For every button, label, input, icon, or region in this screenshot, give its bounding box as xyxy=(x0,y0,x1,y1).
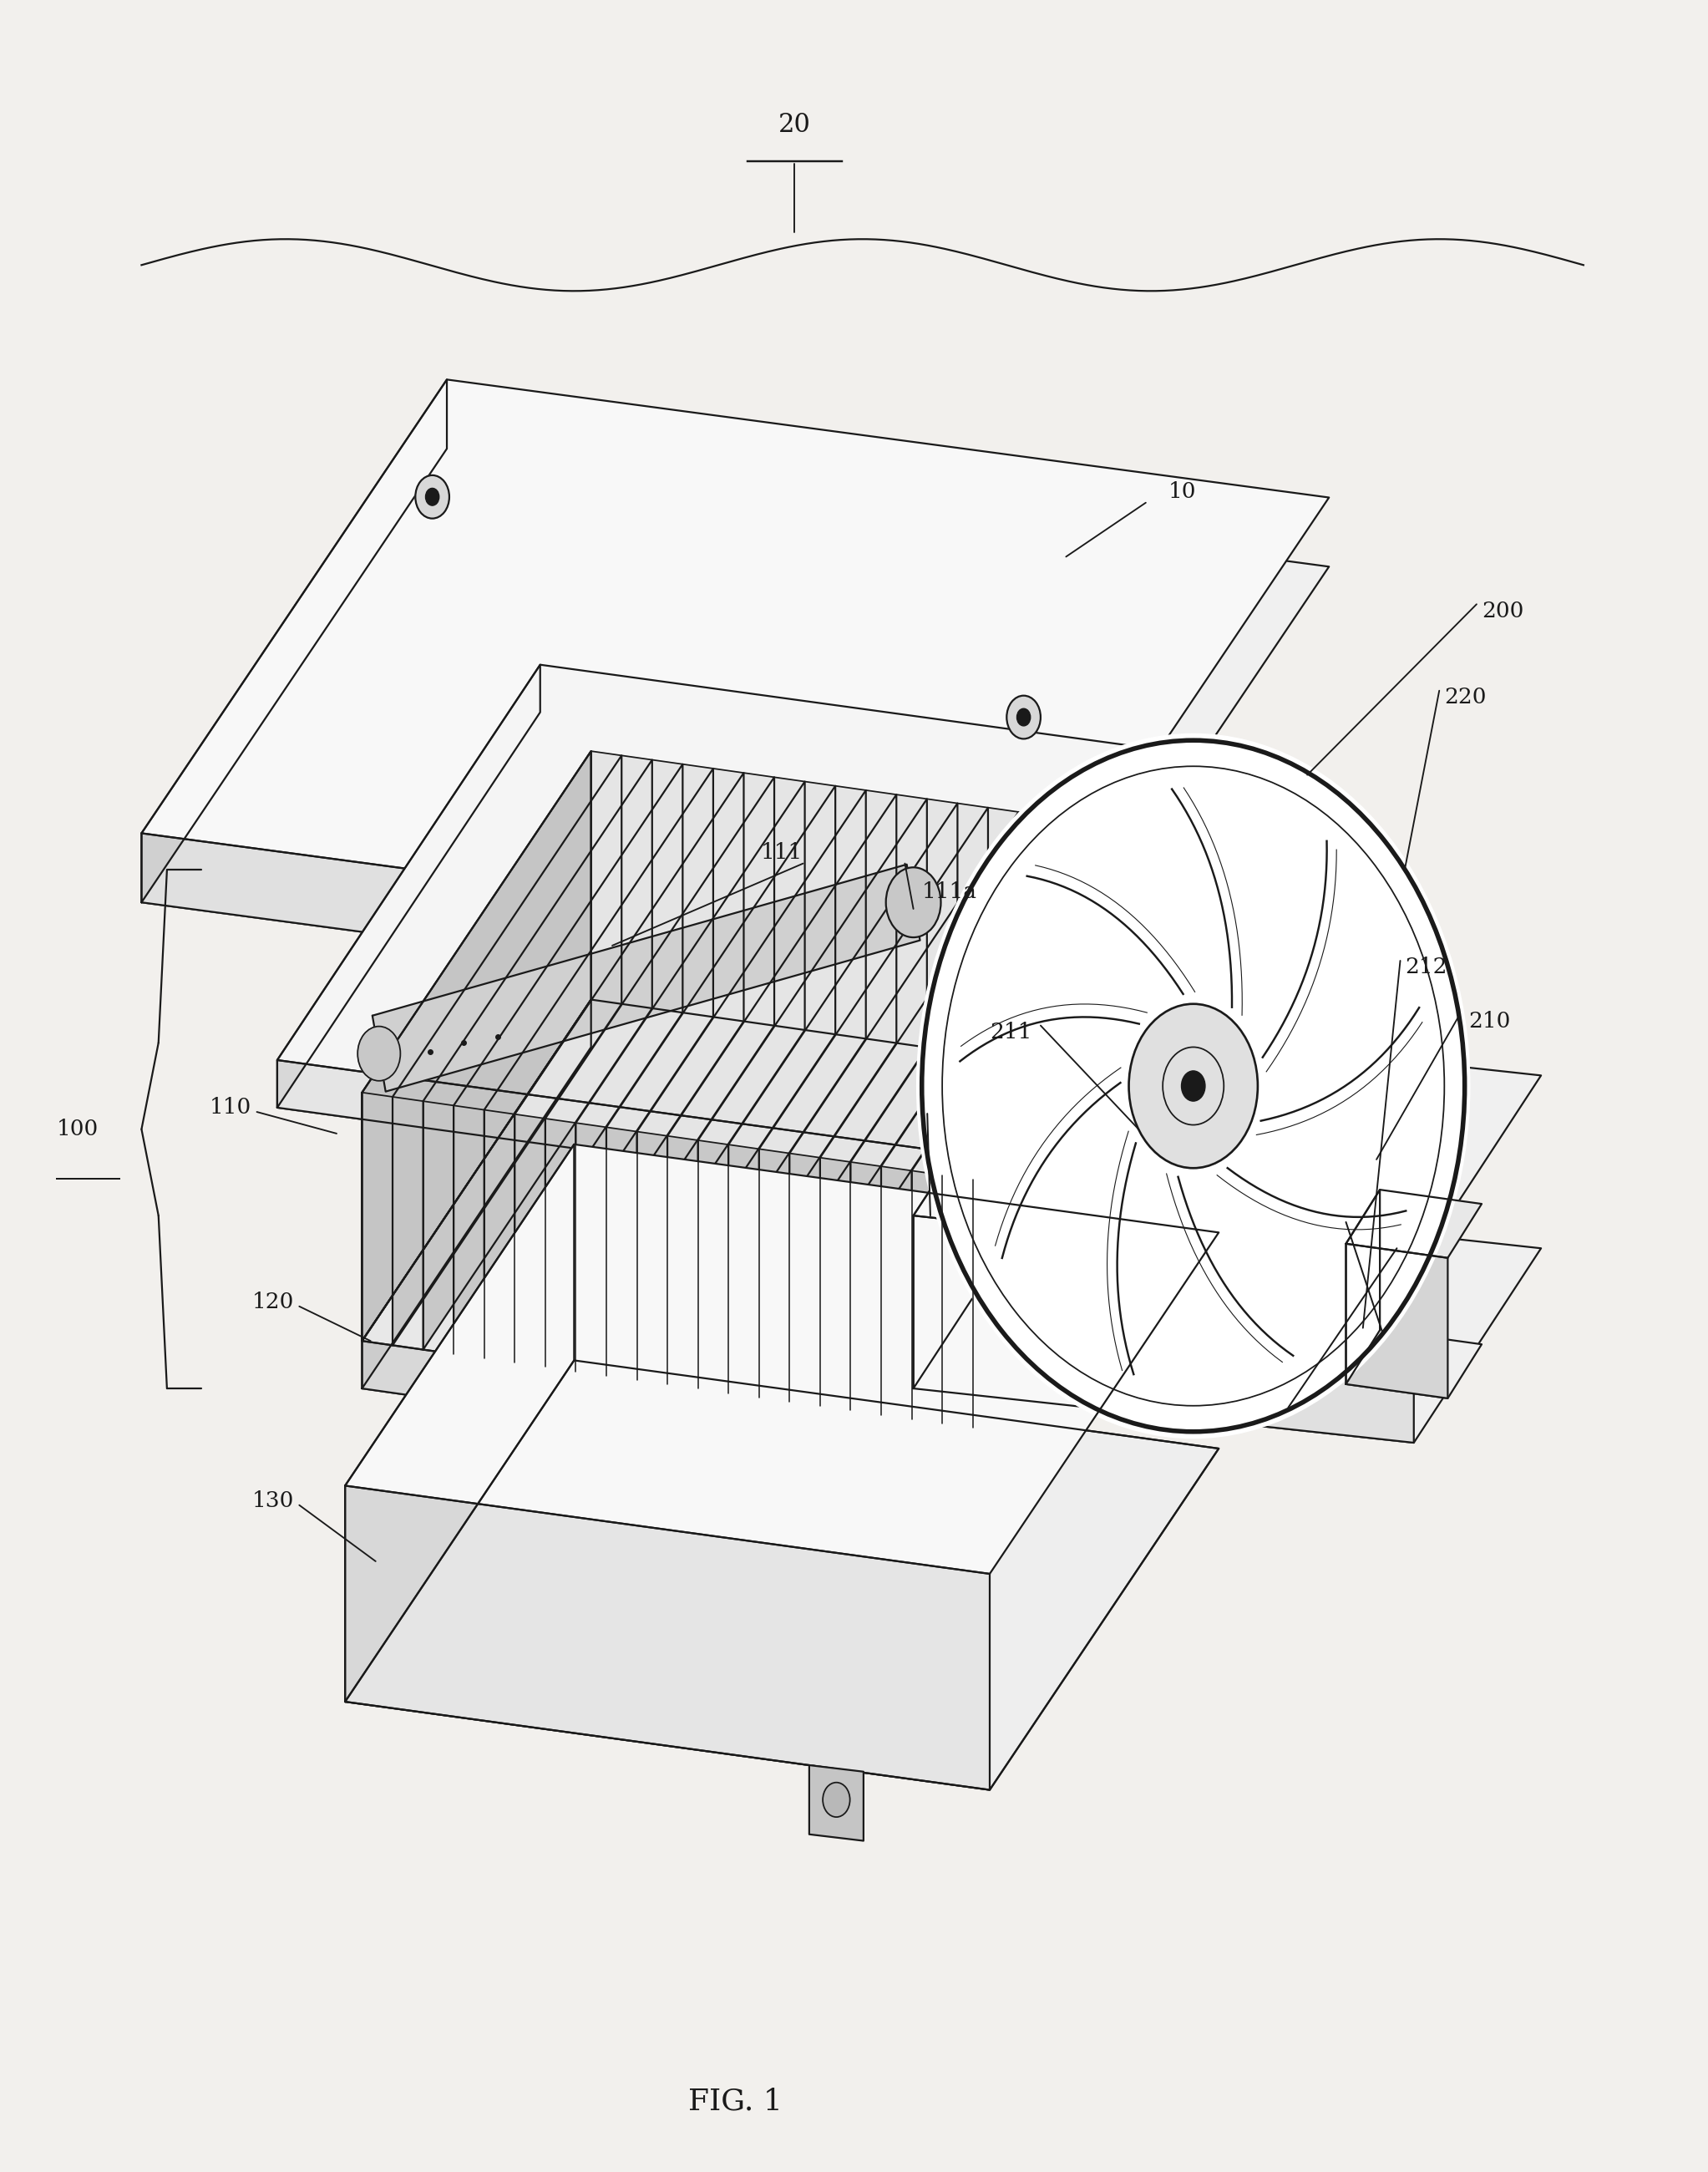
Polygon shape xyxy=(345,1145,574,1701)
Polygon shape xyxy=(277,665,540,1108)
Circle shape xyxy=(357,1027,400,1082)
Polygon shape xyxy=(393,756,622,1344)
Polygon shape xyxy=(668,795,897,1384)
Polygon shape xyxy=(277,1060,1023,1210)
Polygon shape xyxy=(362,1047,1202,1475)
Text: 20: 20 xyxy=(779,111,811,137)
Polygon shape xyxy=(545,778,774,1366)
Polygon shape xyxy=(1346,1329,1481,1399)
Polygon shape xyxy=(729,804,958,1392)
Text: 120: 120 xyxy=(251,1292,294,1312)
Circle shape xyxy=(415,476,449,519)
Polygon shape xyxy=(789,812,1018,1401)
Polygon shape xyxy=(914,1195,1541,1442)
Polygon shape xyxy=(345,1145,1220,1575)
Polygon shape xyxy=(362,752,591,1340)
Polygon shape xyxy=(912,830,1141,1418)
Polygon shape xyxy=(881,825,1110,1414)
Text: FIG. 1: FIG. 1 xyxy=(688,2087,782,2116)
Polygon shape xyxy=(943,834,1172,1423)
Circle shape xyxy=(1006,695,1040,738)
Circle shape xyxy=(886,867,941,938)
Text: 110: 110 xyxy=(210,1097,251,1119)
Text: 10: 10 xyxy=(1168,482,1196,502)
Polygon shape xyxy=(277,665,1286,1162)
Circle shape xyxy=(917,734,1471,1438)
Text: 111: 111 xyxy=(760,843,803,862)
Text: 111a: 111a xyxy=(922,882,977,901)
Polygon shape xyxy=(483,769,714,1358)
Polygon shape xyxy=(914,1021,1541,1271)
Polygon shape xyxy=(142,834,1023,1021)
Polygon shape xyxy=(142,450,1329,1021)
Polygon shape xyxy=(142,380,447,901)
Polygon shape xyxy=(1346,1190,1481,1258)
Circle shape xyxy=(823,1783,851,1818)
Circle shape xyxy=(1182,1071,1206,1101)
Polygon shape xyxy=(810,1766,864,1842)
Polygon shape xyxy=(142,380,1329,951)
Polygon shape xyxy=(576,782,804,1371)
Polygon shape xyxy=(914,1216,1414,1442)
Text: 200: 200 xyxy=(1481,599,1524,621)
Polygon shape xyxy=(362,999,1202,1427)
Text: 100: 100 xyxy=(56,1119,99,1140)
Polygon shape xyxy=(345,1360,1220,1790)
Polygon shape xyxy=(362,752,1202,1179)
Circle shape xyxy=(1016,708,1030,725)
Polygon shape xyxy=(454,765,683,1353)
Polygon shape xyxy=(362,999,591,1388)
Text: 210: 210 xyxy=(1469,1010,1510,1032)
Polygon shape xyxy=(851,821,1079,1410)
Text: 211: 211 xyxy=(989,1021,1032,1043)
Polygon shape xyxy=(372,864,921,1093)
Polygon shape xyxy=(1346,1245,1448,1399)
Polygon shape xyxy=(606,786,835,1375)
Polygon shape xyxy=(277,712,1286,1210)
Polygon shape xyxy=(424,760,652,1349)
Polygon shape xyxy=(914,1021,1040,1388)
Polygon shape xyxy=(345,1486,989,1790)
Polygon shape xyxy=(514,773,743,1362)
Polygon shape xyxy=(758,808,987,1397)
Text: 220: 220 xyxy=(1445,686,1486,708)
Text: 212: 212 xyxy=(1406,956,1447,977)
Text: 130: 130 xyxy=(251,1490,294,1512)
Polygon shape xyxy=(362,752,591,1340)
Polygon shape xyxy=(345,1360,1220,1790)
Polygon shape xyxy=(637,791,866,1379)
Polygon shape xyxy=(820,817,1049,1405)
Polygon shape xyxy=(362,1340,974,1475)
Circle shape xyxy=(425,489,439,506)
Circle shape xyxy=(1129,1003,1257,1169)
Polygon shape xyxy=(1346,1190,1380,1384)
Polygon shape xyxy=(699,799,927,1388)
